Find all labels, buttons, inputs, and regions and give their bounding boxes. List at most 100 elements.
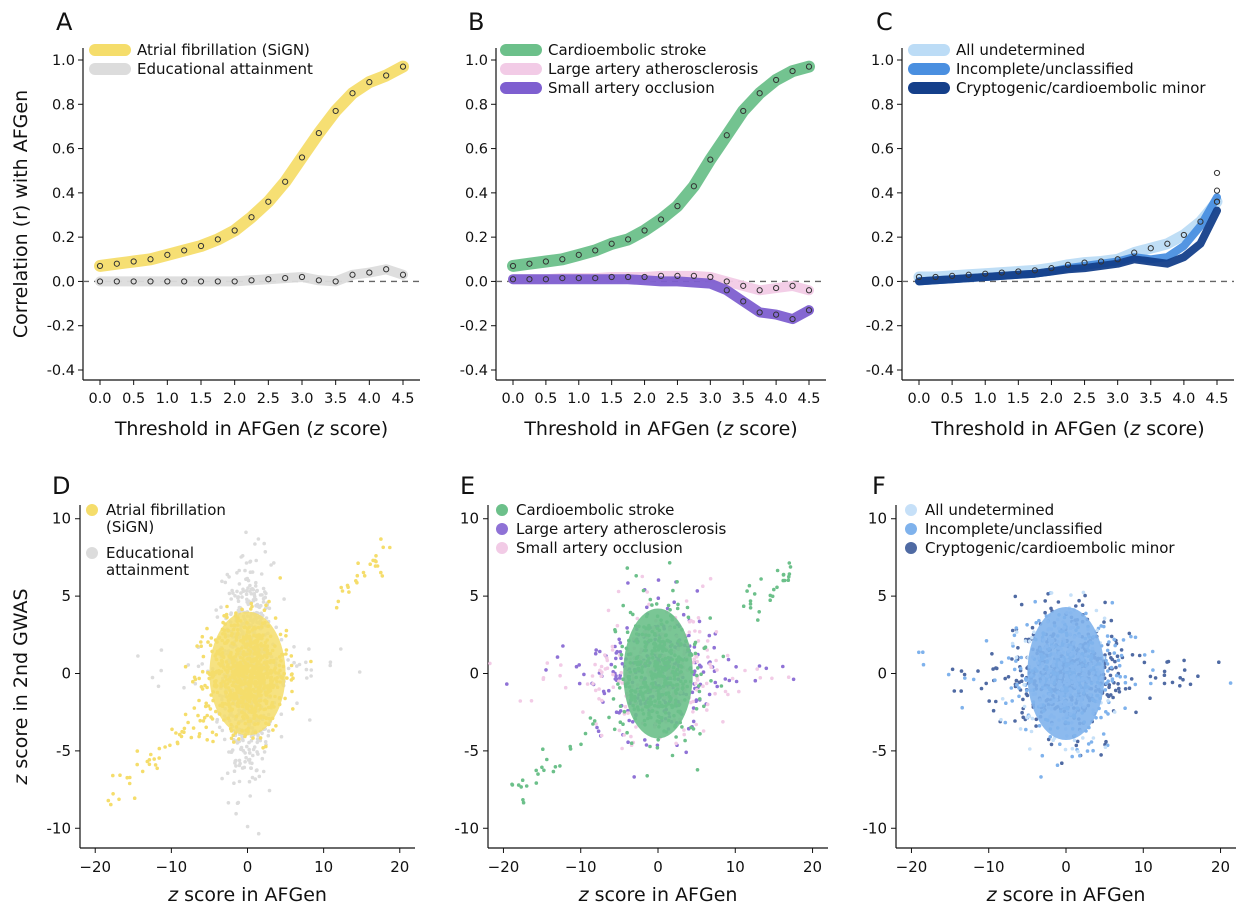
x-tick-label: 20 xyxy=(1211,858,1230,876)
scatter-point xyxy=(1028,747,1032,751)
scatter-point xyxy=(283,696,287,701)
scatter-point xyxy=(745,589,749,593)
scatter-point xyxy=(273,616,278,620)
scatter-point xyxy=(1106,699,1110,703)
scatter-point xyxy=(1162,673,1167,677)
scatter-point xyxy=(248,794,252,798)
data-point xyxy=(756,287,763,294)
x-tick-label: 0.0 xyxy=(88,391,111,407)
scatter-point xyxy=(237,568,241,573)
data-point xyxy=(542,258,549,265)
scatter-point xyxy=(239,555,243,559)
legend-label: Cryptogenic/cardioembolic minor xyxy=(956,79,1206,97)
scatter-point xyxy=(225,572,230,577)
scatter-point xyxy=(563,685,568,690)
scatter-point xyxy=(263,740,268,744)
scatter-point xyxy=(631,612,635,617)
scatter-point xyxy=(1009,686,1014,690)
legend-swatch xyxy=(496,542,508,554)
scatter-point xyxy=(135,749,140,753)
scatter-point xyxy=(1063,747,1068,752)
scatter-point xyxy=(697,629,702,634)
scatter-point xyxy=(1049,742,1054,747)
scatter-point xyxy=(619,656,623,660)
scatter-point xyxy=(991,708,996,713)
scatter-point xyxy=(1083,593,1087,598)
scatter-point xyxy=(1130,653,1135,657)
scatter-point xyxy=(591,681,595,686)
scatter-point xyxy=(1017,686,1021,690)
scatter-point xyxy=(260,593,264,597)
scatter-point xyxy=(175,740,180,745)
legend-swatch xyxy=(86,504,98,516)
scatter-point xyxy=(696,639,701,643)
x-axis-label: Threshold in AFGen (z score) xyxy=(523,418,797,440)
data-point xyxy=(509,276,517,283)
scatter-point xyxy=(691,710,695,714)
scatter-point xyxy=(373,564,378,568)
scatter-point xyxy=(755,667,759,671)
scatter-point xyxy=(976,669,980,673)
scatter-point xyxy=(617,686,622,690)
scatter-point xyxy=(518,699,523,703)
y-tick-label: 5 xyxy=(877,587,887,605)
scatter-point xyxy=(781,664,785,669)
data-point xyxy=(248,277,255,284)
scatter-point xyxy=(189,735,194,740)
scatter-point xyxy=(248,560,252,564)
panel-letter: F xyxy=(872,472,886,500)
scatter-point xyxy=(685,605,690,610)
scatter-point xyxy=(1110,677,1115,681)
scatter-point xyxy=(691,620,696,624)
scatter-point xyxy=(699,672,703,677)
scatter-point xyxy=(244,561,249,565)
scatter-point xyxy=(708,576,713,581)
scatter-point xyxy=(577,663,581,667)
scatter-point xyxy=(1117,663,1122,668)
scatter-point xyxy=(574,664,579,669)
scatter-point xyxy=(278,632,283,637)
scatter-point xyxy=(617,679,621,684)
scatter-point xyxy=(701,684,705,688)
scatter-point xyxy=(990,652,994,656)
scatter-point xyxy=(741,604,746,608)
legend-label: All undetermined xyxy=(956,41,1085,59)
scatter-point xyxy=(388,545,392,550)
scatter-point xyxy=(618,720,623,724)
scatter-point xyxy=(551,769,556,774)
scatter-point xyxy=(255,737,260,741)
data-point xyxy=(113,278,120,285)
scatter-point xyxy=(118,773,122,777)
scatter-point xyxy=(292,645,296,649)
data-point xyxy=(383,266,390,273)
scatter-point xyxy=(1117,690,1122,694)
x-tick-label: 3.5 xyxy=(1139,391,1162,407)
scatter-point xyxy=(690,690,695,695)
scatter-point xyxy=(610,648,615,652)
scatter-point xyxy=(591,722,595,726)
scatter-point xyxy=(544,668,548,672)
y-axis-label-part: score in 2nd GWAS xyxy=(10,588,32,774)
x-tick-label: 10 xyxy=(726,858,745,876)
scatter-point xyxy=(1181,677,1185,682)
data-point xyxy=(1048,265,1055,272)
scatter-point xyxy=(581,710,585,714)
scatter-point xyxy=(286,666,291,671)
scatter-point xyxy=(726,692,730,697)
data-point xyxy=(1114,256,1121,263)
scatter-point xyxy=(714,658,718,663)
scatter-point xyxy=(607,688,611,693)
scatter-point xyxy=(1006,675,1011,679)
scatter-point xyxy=(674,735,678,739)
scatter-point xyxy=(232,781,236,785)
scatter-point xyxy=(230,749,234,754)
scatter-point xyxy=(249,587,254,591)
scatter-point xyxy=(1037,618,1041,623)
scatter-point xyxy=(186,663,191,667)
scatter-point xyxy=(1048,735,1053,739)
data-point xyxy=(625,236,632,243)
scatter-point xyxy=(599,674,603,678)
data-point xyxy=(559,275,566,282)
scatter-point xyxy=(695,768,700,772)
scatter-point xyxy=(1149,681,1153,686)
